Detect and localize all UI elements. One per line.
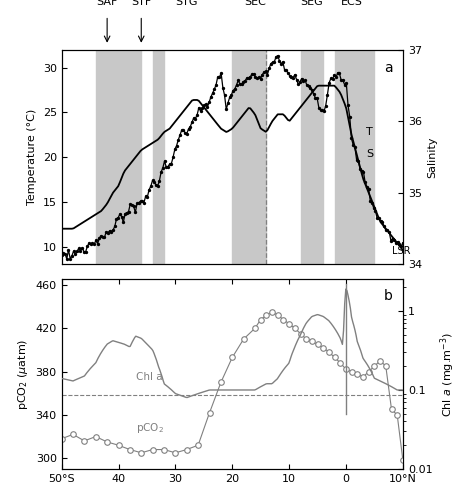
- Text: STF: STF: [131, 0, 151, 7]
- Text: STG: STG: [175, 0, 198, 7]
- Bar: [232, 50, 266, 264]
- Text: LSR: LSR: [392, 246, 410, 256]
- Text: pCO$_2$: pCO$_2$: [136, 421, 164, 435]
- Text: a: a: [384, 61, 392, 75]
- Text: SEC: SEC: [244, 0, 266, 7]
- Y-axis label: Salinity: Salinity: [428, 136, 438, 178]
- Text: S: S: [366, 149, 373, 159]
- Text: Chl a: Chl a: [136, 372, 162, 382]
- Y-axis label: pCO$_2$ ($\mu$atm): pCO$_2$ ($\mu$atm): [16, 339, 30, 410]
- Text: SEG: SEG: [301, 0, 323, 7]
- Y-axis label: Chl $a$ (mg.m$^{-3}$): Chl $a$ (mg.m$^{-3}$): [438, 332, 456, 417]
- Text: SAF: SAF: [96, 0, 118, 7]
- Y-axis label: Temperature (°C): Temperature (°C): [27, 109, 37, 205]
- Bar: [96, 50, 141, 264]
- Bar: [335, 50, 374, 264]
- Bar: [153, 50, 164, 264]
- Text: ECS: ECS: [341, 0, 363, 7]
- Text: b: b: [384, 289, 392, 303]
- Bar: [301, 50, 323, 264]
- Text: T: T: [366, 127, 373, 137]
